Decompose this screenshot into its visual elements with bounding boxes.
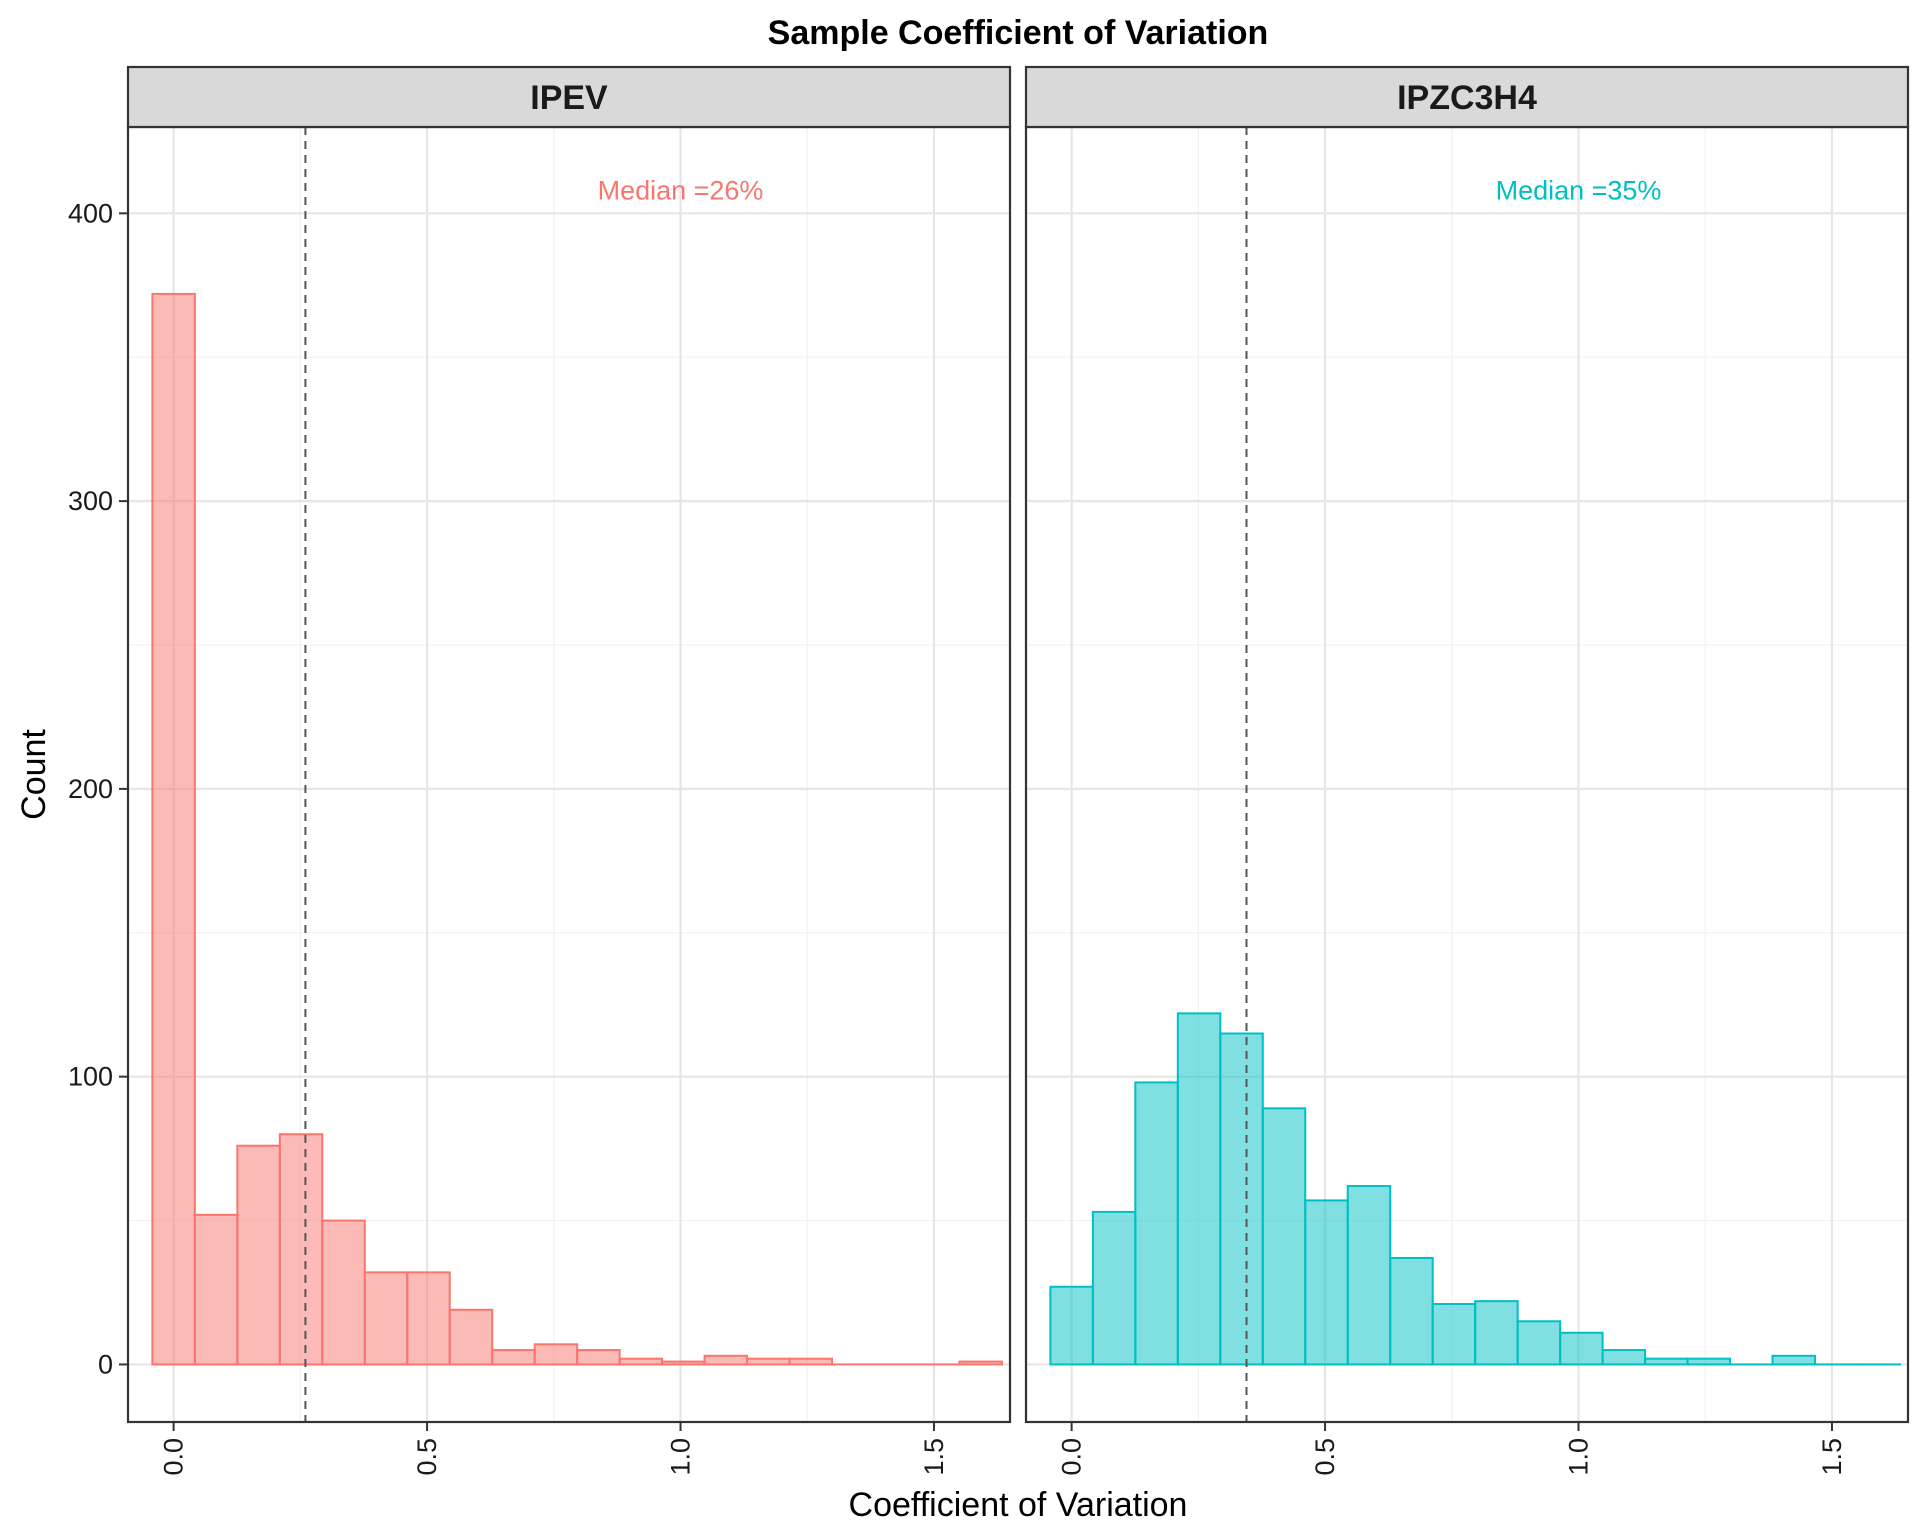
histogram-bar (448, 1308, 494, 1366)
y-tick-label: 0 (98, 1349, 113, 1379)
x-tick-label: 0.0 (1057, 1438, 1087, 1476)
histogram-bar (1559, 1331, 1604, 1366)
x-tick-label: 0.5 (1310, 1438, 1340, 1476)
histogram-bar (661, 1360, 706, 1366)
histogram-bar (1516, 1320, 1562, 1366)
histogram-bar (363, 1271, 409, 1366)
y-axis-title: Count (15, 729, 53, 820)
panel-ipzc3h4: Median =35% IPZC3H4 0.0 0.5 1.0 1.5 (1024, 65, 1910, 1476)
histogram-bars (151, 292, 1003, 1366)
facet-panels: Median =26% IPEV 0.0 0.5 1.0 1.5 Median =35% IP… (126, 65, 1910, 1476)
facet-strip-label: IPEV (530, 79, 608, 117)
histogram-bar (1431, 1303, 1477, 1366)
histogram-bar (236, 1144, 281, 1366)
histogram-bar (1474, 1300, 1519, 1366)
median-annotation: Median =35% (1496, 175, 1662, 205)
x-tick-label: 1.5 (919, 1438, 949, 1476)
histogram-bar (576, 1349, 621, 1366)
histogram-bar (1644, 1357, 1689, 1366)
histogram-bar (1601, 1349, 1647, 1366)
x-tick-label: 0.0 (159, 1438, 189, 1476)
x-axis-title: Coefficient of Variation (849, 1486, 1188, 1524)
facet-strip (126, 65, 1012, 129)
panel-ipev: Median =26% IPEV 0.0 0.5 1.0 1.5 (126, 65, 1012, 1476)
histogram-bar (1091, 1210, 1137, 1366)
histogram-bar (1261, 1107, 1307, 1366)
histogram-bar (1134, 1081, 1179, 1366)
histogram-bar (1686, 1357, 1732, 1366)
histogram-bar (533, 1343, 579, 1366)
y-tick-label: 200 (68, 774, 113, 804)
chart-title: Sample Coefficient of Variation (768, 14, 1269, 52)
histogram-bar (1771, 1354, 1816, 1366)
histogram-bar (958, 1360, 1003, 1366)
histogram-bar (193, 1213, 239, 1366)
histogram-bar (1049, 1285, 1094, 1366)
x-tick-label: 1.5 (1817, 1438, 1847, 1476)
histogram-bar (1389, 1256, 1434, 1366)
histogram-bar (1219, 1032, 1264, 1366)
y-tick-label: 400 (68, 198, 113, 228)
y-tick-label: 100 (68, 1062, 113, 1092)
histogram-bar (1176, 1012, 1222, 1366)
x-tick-label: 1.0 (1564, 1438, 1594, 1476)
facet-strip (1024, 65, 1910, 129)
histogram-bar (788, 1357, 834, 1366)
histogram-bar (321, 1219, 366, 1366)
histogram-bar (1346, 1185, 1392, 1366)
histogram-bar (703, 1354, 749, 1366)
x-tick-label: 0.5 (412, 1438, 442, 1476)
histogram-bar (746, 1357, 791, 1366)
histogram-bar (1304, 1199, 1349, 1366)
median-annotation: Median =26% (598, 175, 764, 205)
histogram-bar (278, 1133, 324, 1366)
histogram-bar (151, 292, 196, 1366)
y-tick-label: 300 (68, 486, 113, 516)
facet-strip-label: IPZC3H4 (1397, 79, 1537, 117)
x-tick-label: 1.0 (666, 1438, 696, 1476)
histogram-bar (406, 1271, 451, 1366)
y-axis: 0 100 200 300 400 (68, 198, 128, 1379)
histogram-bar (491, 1349, 536, 1366)
histogram-bars (1049, 1012, 1901, 1366)
histogram-bar (618, 1357, 664, 1366)
